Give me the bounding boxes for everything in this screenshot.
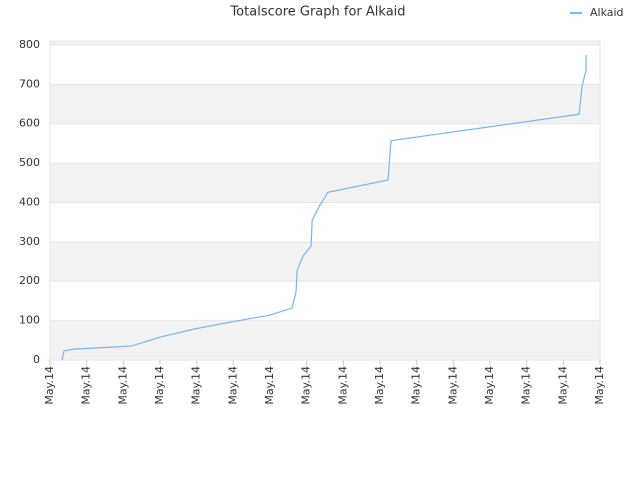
y-tick-label: 100 [19,314,40,327]
x-tick-label: May.14 [446,366,459,405]
x-tick-label: May.14 [410,366,423,405]
y-tick-label: 600 [19,117,40,130]
y-tick-label: 0 [33,353,40,366]
x-tick-label: May.14 [483,366,496,405]
grid-band [50,320,600,360]
x-tick-label: May.14 [373,366,386,405]
x-tick-label: May.14 [43,366,56,405]
grid-band [50,84,600,124]
x-tick-label: May.14 [153,366,166,405]
chart-title: Totalscore Graph for Alkaid [229,5,405,20]
x-tick-label: May.14 [80,366,93,405]
y-tick-label: 200 [19,274,40,287]
x-tick-label: May.14 [336,366,349,405]
x-tick-label: May.14 [300,366,313,405]
y-tick-label: 300 [19,235,40,248]
grid-band [50,241,600,282]
y-tick-label: 700 [19,77,40,90]
x-tick-label: May.14 [226,366,239,405]
x-tick-label: May.14 [190,366,203,405]
series-line [61,55,587,361]
y-tick-label: 800 [19,38,40,51]
x-tick-label: May.14 [593,366,606,405]
y-tick-label: 500 [19,156,40,169]
x-tick-label: May.14 [556,366,569,405]
x-tick-label: May.14 [116,366,129,405]
grid-band [50,41,600,45]
legend-label: Alkaid [590,6,624,19]
x-tick-label: May.14 [263,366,276,405]
x-tick-label: May.14 [520,366,533,405]
plot-border [49,40,601,361]
y-tick-label: 400 [19,195,40,208]
